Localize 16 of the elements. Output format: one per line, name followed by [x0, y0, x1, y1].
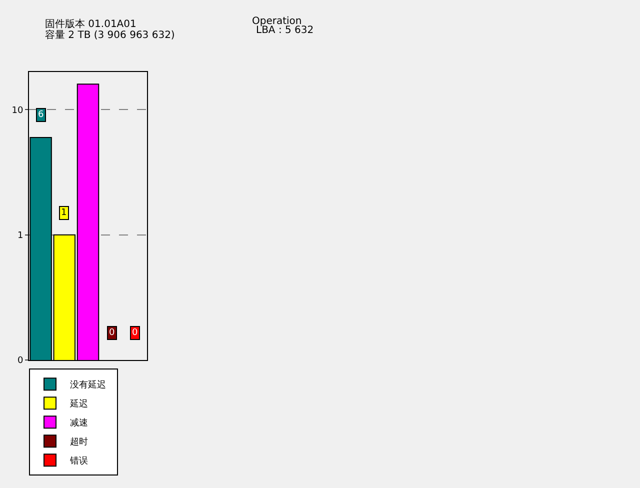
legend-label: 错误 — [69, 456, 88, 467]
legend-label: 没有延迟 — [70, 380, 106, 391]
legend-label: 超时 — [70, 436, 88, 448]
text: 0 — [132, 328, 138, 338]
text: 固件版本 01.01A01 — [45, 18, 136, 30]
text: 0 — [109, 328, 115, 338]
text: Operation — [252, 16, 302, 27]
data-label: 1 — [61, 208, 67, 218]
legend-label: 减速 — [70, 418, 88, 429]
y-tick-label: 1 — [17, 230, 24, 241]
y-tick-label: 0 — [17, 356, 24, 366]
text: 容量 2 TB (3 906 963 632) — [45, 29, 175, 41]
y-tick-label: 10 — [12, 106, 24, 116]
legend-label: 延迟 — [69, 398, 88, 410]
data-label: 6 — [38, 110, 44, 120]
text: LBA : 5 632 — [256, 25, 314, 36]
